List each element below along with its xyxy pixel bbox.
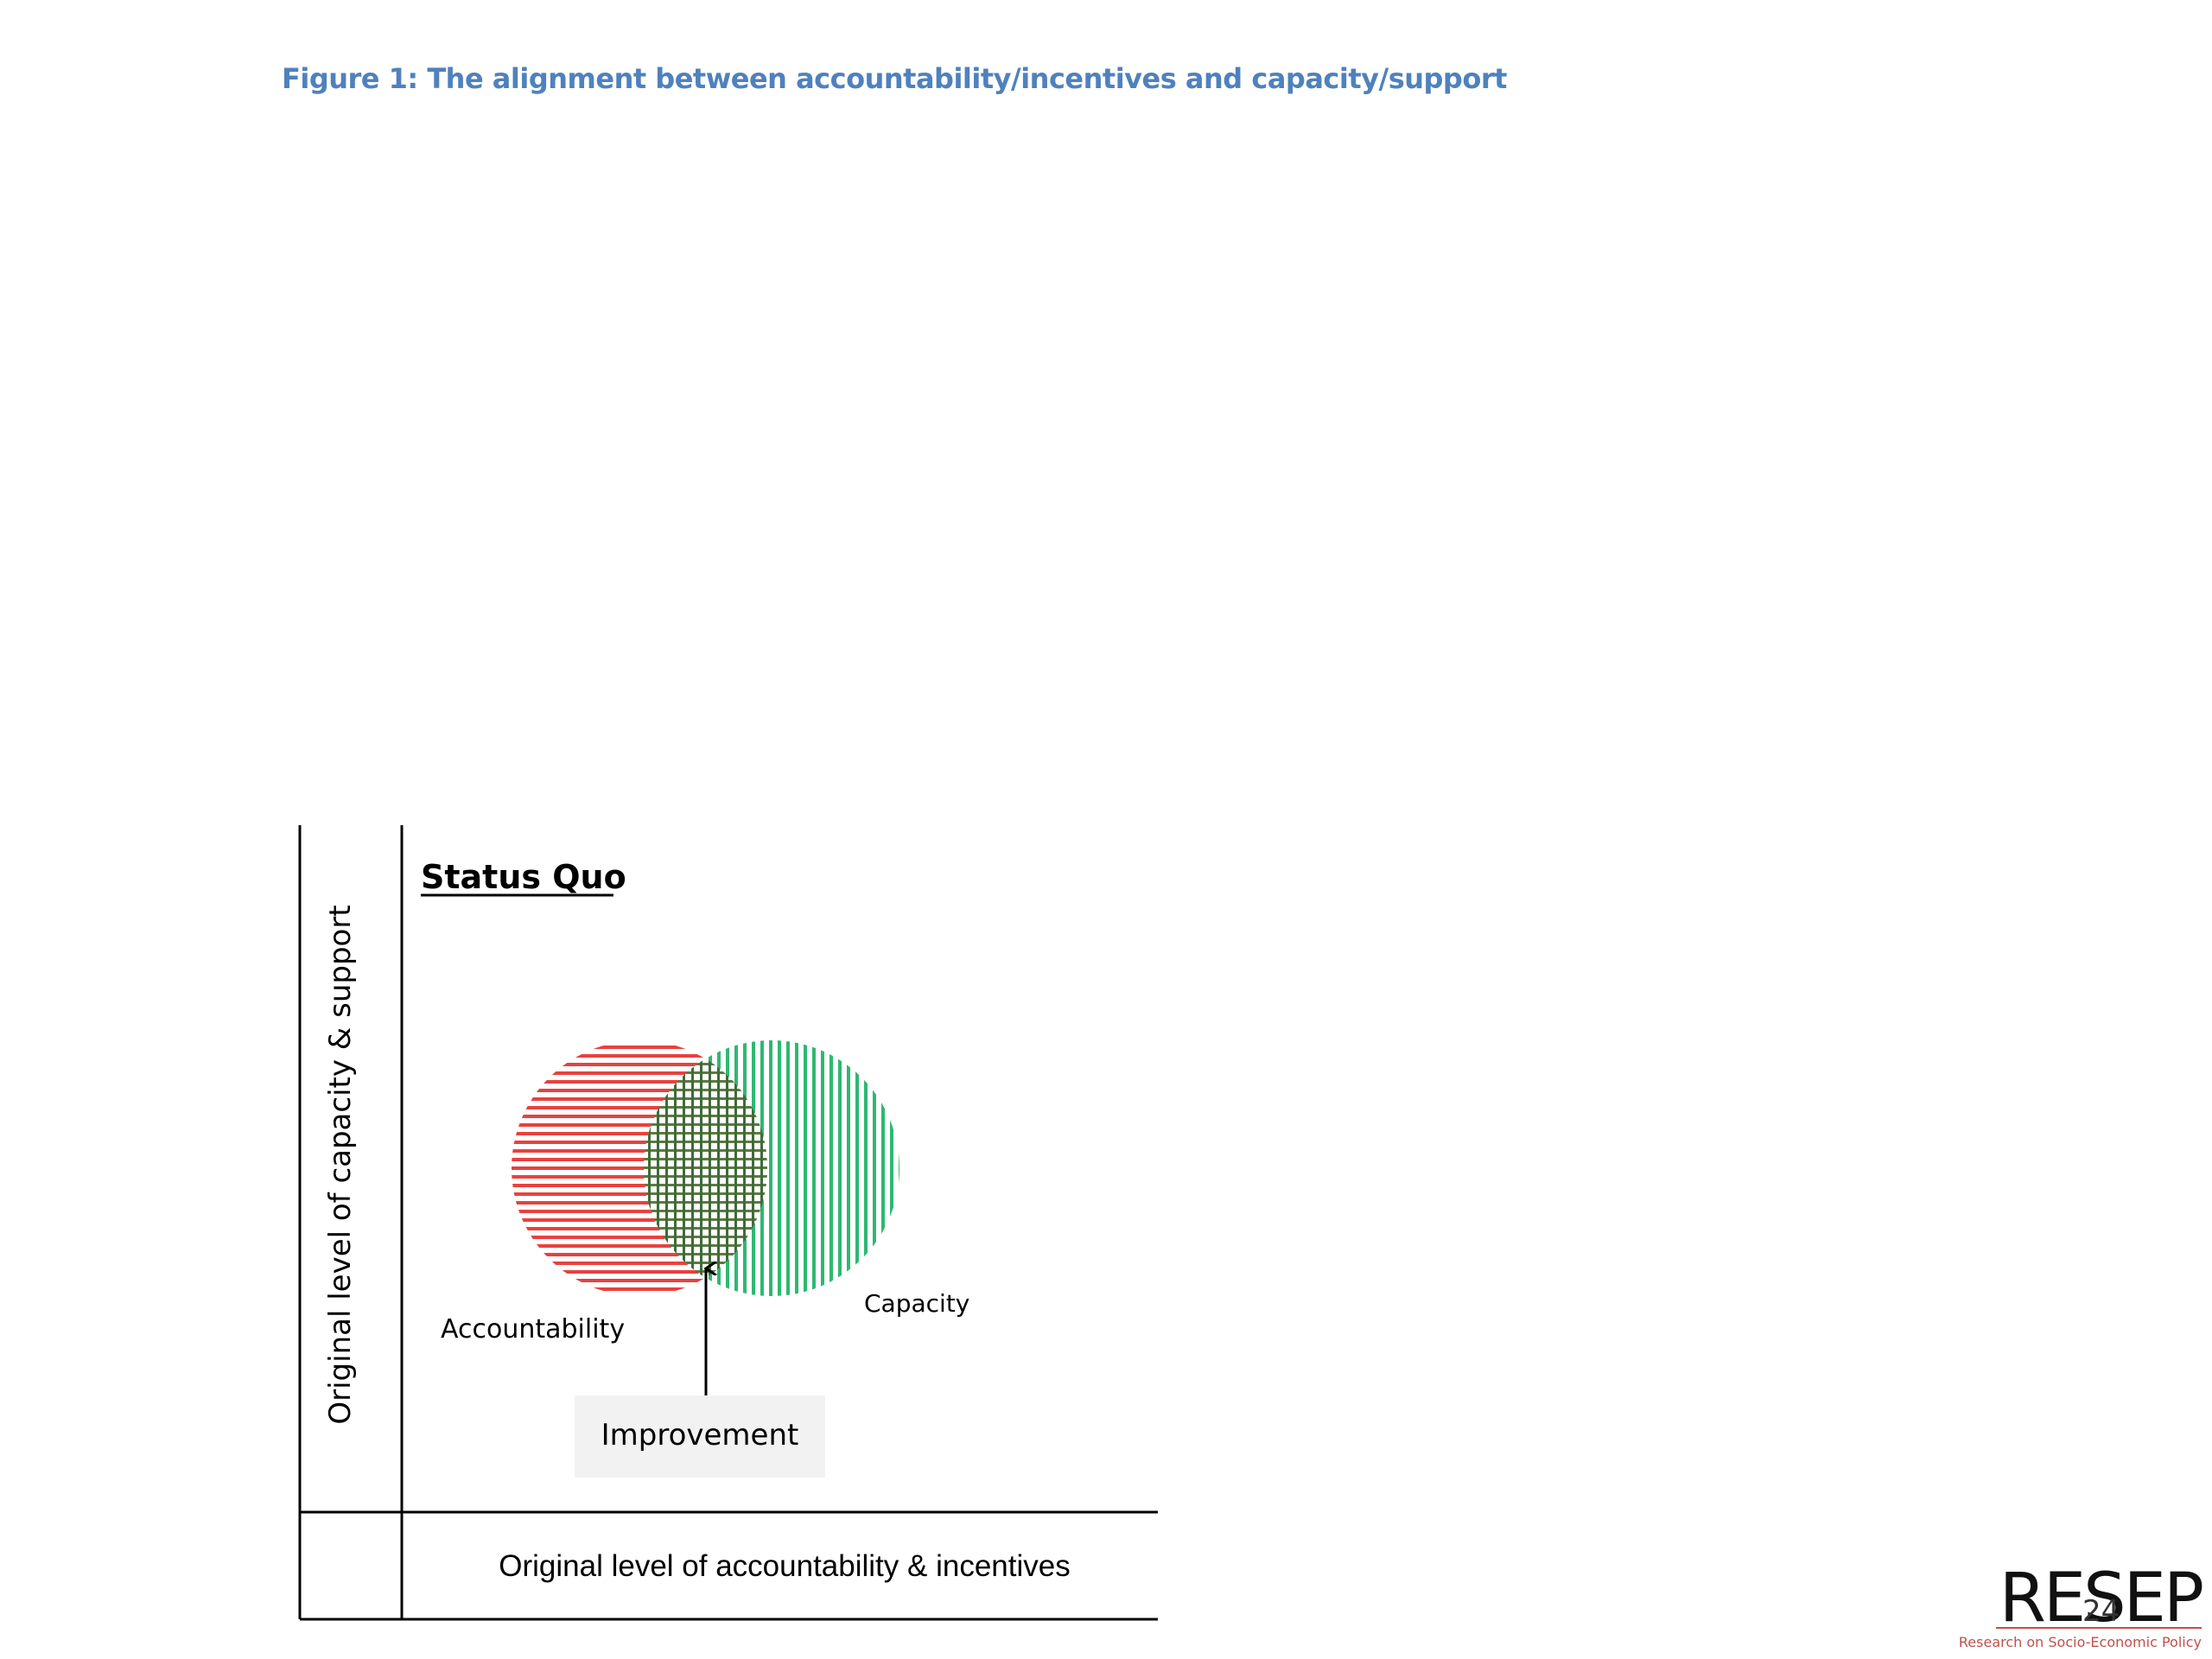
page-number: 24 xyxy=(2082,1594,2120,1629)
logo-mark: RESEP xyxy=(1999,1560,2202,1637)
y-axis-label: Original level of capacity & support xyxy=(323,905,358,1424)
logo-tagline: Research on Socio-Economic Policy xyxy=(1959,1634,2202,1650)
figure-caption: Figure 1: The alignment between accounta… xyxy=(282,62,1507,95)
accountability-label: Accountability xyxy=(441,1314,625,1344)
resep-logo: RESEP 24 Research on Socio-Economic Poli… xyxy=(1959,1560,2205,1650)
improvement-label: Improvement xyxy=(601,1418,799,1452)
diagram-title: Status Quo xyxy=(421,858,626,896)
improvement-box xyxy=(575,1395,825,1478)
capacity-label: Capacity xyxy=(864,1289,969,1318)
x-axis-label: Original level of accountability & incen… xyxy=(499,1549,1070,1583)
overlap-region xyxy=(644,1040,767,1296)
